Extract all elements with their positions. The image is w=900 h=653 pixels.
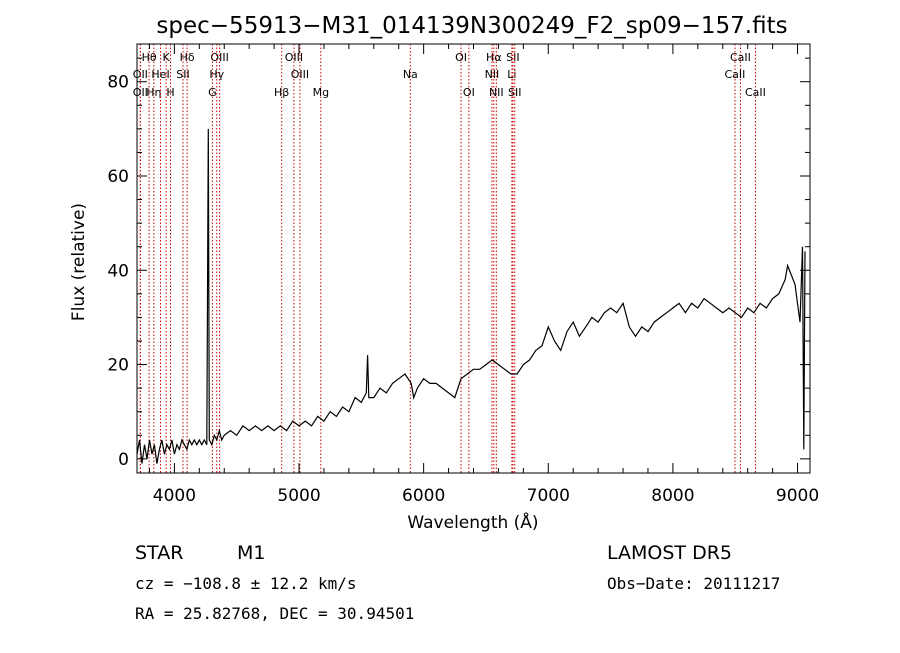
spectral-line-label: Hθ: [142, 51, 157, 64]
x-tick-label: 5000: [277, 486, 320, 506]
spectral-line-label: OIII: [210, 51, 228, 64]
spectral-line-label: SII: [176, 68, 189, 81]
spectral-line-label: OIII: [291, 68, 309, 81]
spectral-line-label: Hη: [146, 86, 161, 99]
spectral-line-label: Na: [403, 68, 418, 81]
object-class: STAR: [135, 542, 183, 564]
spectral-line-label: OI: [455, 51, 467, 64]
spectral-line-label: CaII: [745, 86, 766, 99]
x-tick-label: 8000: [651, 486, 694, 506]
x-tick-label: 4000: [153, 486, 196, 506]
spectral-line-label: SII: [508, 86, 521, 99]
spectral-line-label: HeI: [151, 68, 169, 81]
spectral-line-label: K: [163, 51, 171, 64]
spectral-line-label: OIII: [285, 51, 303, 64]
x-tick-label: 6000: [402, 486, 445, 506]
x-axis-label: Wavelength (Å): [407, 511, 538, 533]
spectral-line-label: NII: [485, 68, 500, 81]
observation-date: Obs−Date: 20111217: [607, 574, 780, 593]
spectrum-line: [136, 128, 806, 464]
y-tick-label: 20: [107, 356, 129, 376]
spectral-line-label: NII: [489, 86, 504, 99]
x-axis: 4000 5000 6000 7000 8000 9000: [148, 44, 819, 506]
y-tick-label: 80: [107, 73, 129, 93]
chart-title: spec−55913−M31_014139N300249_F2_sp09−157…: [156, 13, 787, 39]
spectrum-series: [136, 128, 806, 464]
x-tick-label: 9000: [776, 486, 819, 506]
spectral-line-label: Hβ: [274, 86, 289, 99]
y-tick-label: 40: [107, 261, 129, 281]
spectral-line-label: CaII: [725, 68, 746, 81]
spectral-line-label: Hγ: [209, 68, 224, 81]
y-axis-label: Flux (relative): [69, 203, 89, 321]
spectral-line-label: G: [208, 86, 217, 99]
spectral-line-label: CaII: [730, 51, 751, 64]
spectral-line-label: SII: [506, 51, 519, 64]
y-tick-label: 0: [118, 450, 129, 470]
coordinates: RA = 25.82768, DEC = 30.94501: [135, 604, 414, 623]
spectral-line-label: H: [166, 86, 174, 99]
spectral-line-label: OI: [463, 86, 475, 99]
survey-label: LAMOST DR5: [607, 542, 732, 564]
object-subclass: M1: [237, 542, 265, 564]
plot-frame: [136, 43, 811, 474]
redshift-velocity: cz = −108.8 ± 12.2 km/s: [135, 574, 357, 593]
spectral-line-label: Mg: [313, 86, 329, 99]
spectral-line-label: Li: [507, 68, 516, 81]
y-tick-label: 60: [107, 167, 129, 187]
y-axis: 0 20 40 60 80: [107, 57, 810, 470]
x-tick-label: 7000: [527, 486, 570, 506]
spectral-line-label: Hδ: [180, 51, 195, 64]
spectral-line-label: Hα: [486, 51, 502, 64]
